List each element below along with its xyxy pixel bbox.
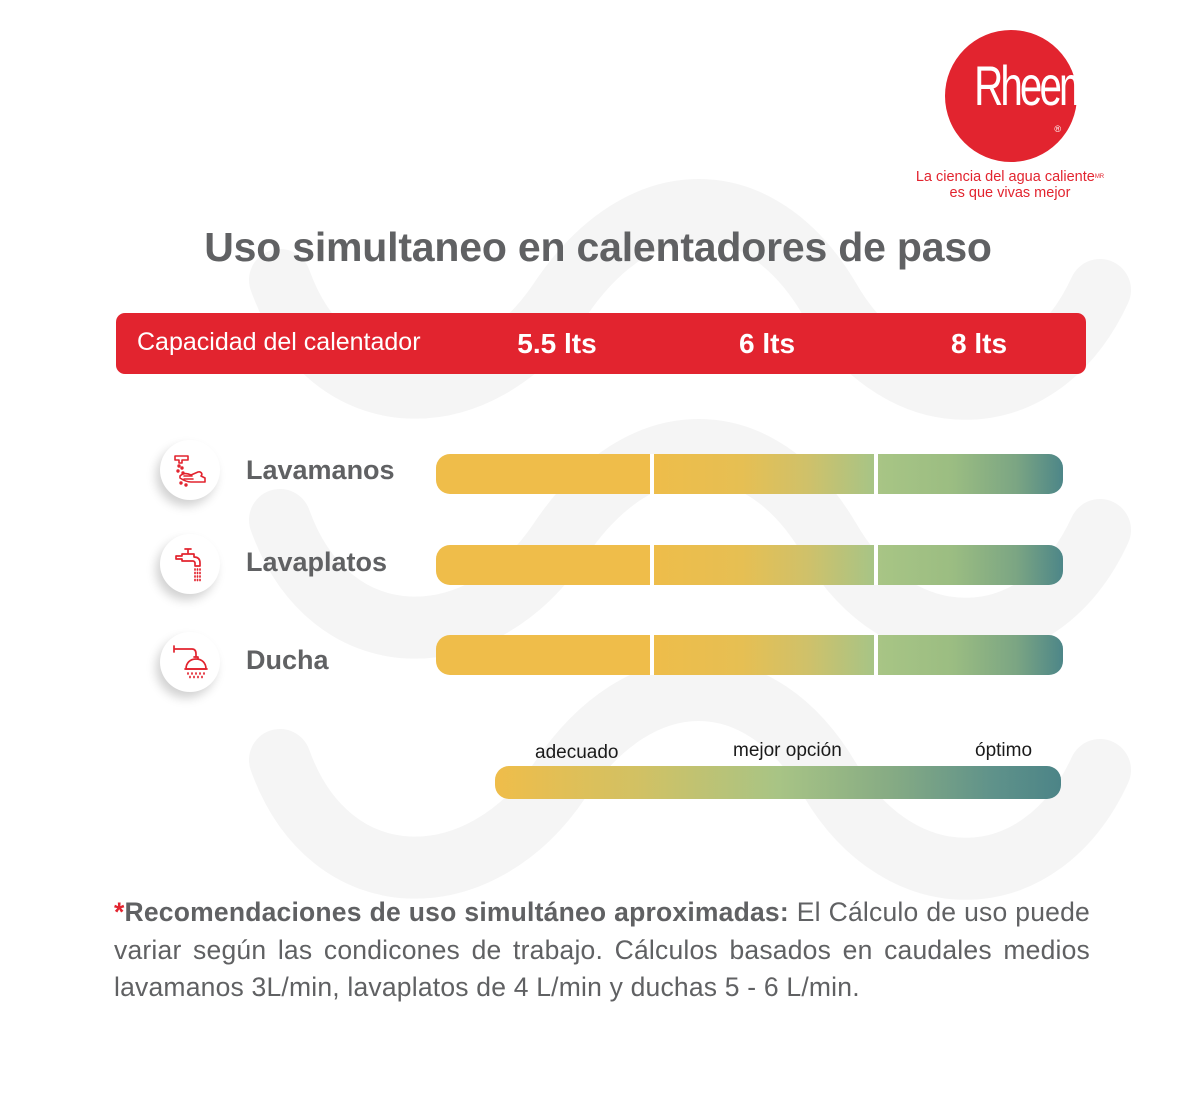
footnote: *Recomendaciones de uso simultáneo aprox… — [114, 894, 1090, 1007]
segment-8-lts — [878, 635, 1063, 675]
capacity-label: Capacidad del calentador — [137, 328, 421, 356]
tagline-line-2: es que vivas mejor — [949, 185, 1071, 201]
tagline-line-1: La ciencia del agua caliente — [915, 169, 1095, 185]
row-label: Lavamanos — [246, 455, 395, 485]
capacity-value-5-5: 5.5 lts — [517, 328, 597, 359]
segment-6-lts — [653, 545, 875, 585]
rheem-logo: Rheem ® — [945, 30, 1093, 162]
segment-8-lts — [878, 545, 1063, 585]
brand-tagline: La ciencia del agua calienteMR es que vi… — [900, 169, 1120, 201]
faucet-icon — [160, 534, 220, 594]
row-ducha: Ducha — [0, 622, 1200, 692]
page-title: Uso simultaneo en calentadores de paso — [204, 224, 992, 270]
row-label: Ducha — [246, 645, 329, 675]
legend-label-optimo: óptimo — [975, 740, 1033, 761]
segment-6-lts — [653, 454, 875, 494]
capacity-value-8: 8 lts — [950, 328, 1008, 359]
segment-8-lts — [878, 454, 1063, 494]
hand-wash-icon — [160, 440, 220, 500]
legend-gradient-bar — [495, 766, 1061, 799]
footnote-text: El Cálculo de uso puede variar según las… — [114, 897, 1090, 1002]
footnote-bold-heading: Recomendaciones de uso simultáneo aproxi… — [124, 897, 789, 927]
segment-5-5-lts — [436, 635, 650, 675]
segment-5-5-lts — [436, 454, 650, 494]
legend-label-mejor-opcion: mejor opción — [733, 740, 842, 761]
capacity-header-bar: Capacidad del calentador 5.5 lts 6 lts 8… — [116, 313, 1086, 374]
capacity-bar — [436, 454, 1063, 494]
shower-icon — [160, 632, 220, 692]
legend-label-adecuado: adecuado — [535, 742, 619, 763]
capacity-value-6: 6 lts — [738, 328, 796, 359]
capacity-bar — [436, 635, 1063, 675]
footnote-asterisk: * — [114, 897, 125, 927]
row-label: Lavaplatos — [246, 547, 388, 577]
tagline-mark: MR — [1094, 174, 1105, 180]
capacity-bar — [436, 545, 1063, 585]
logo-wordmark: Rheem — [974, 54, 1092, 117]
segment-6-lts — [653, 635, 875, 675]
registered-mark: ® — [1054, 124, 1061, 134]
row-lavaplatos: Lavaplatos — [0, 530, 1200, 600]
segment-5-5-lts — [436, 545, 650, 585]
row-lavamanos: Lavamanos — [0, 438, 1200, 508]
